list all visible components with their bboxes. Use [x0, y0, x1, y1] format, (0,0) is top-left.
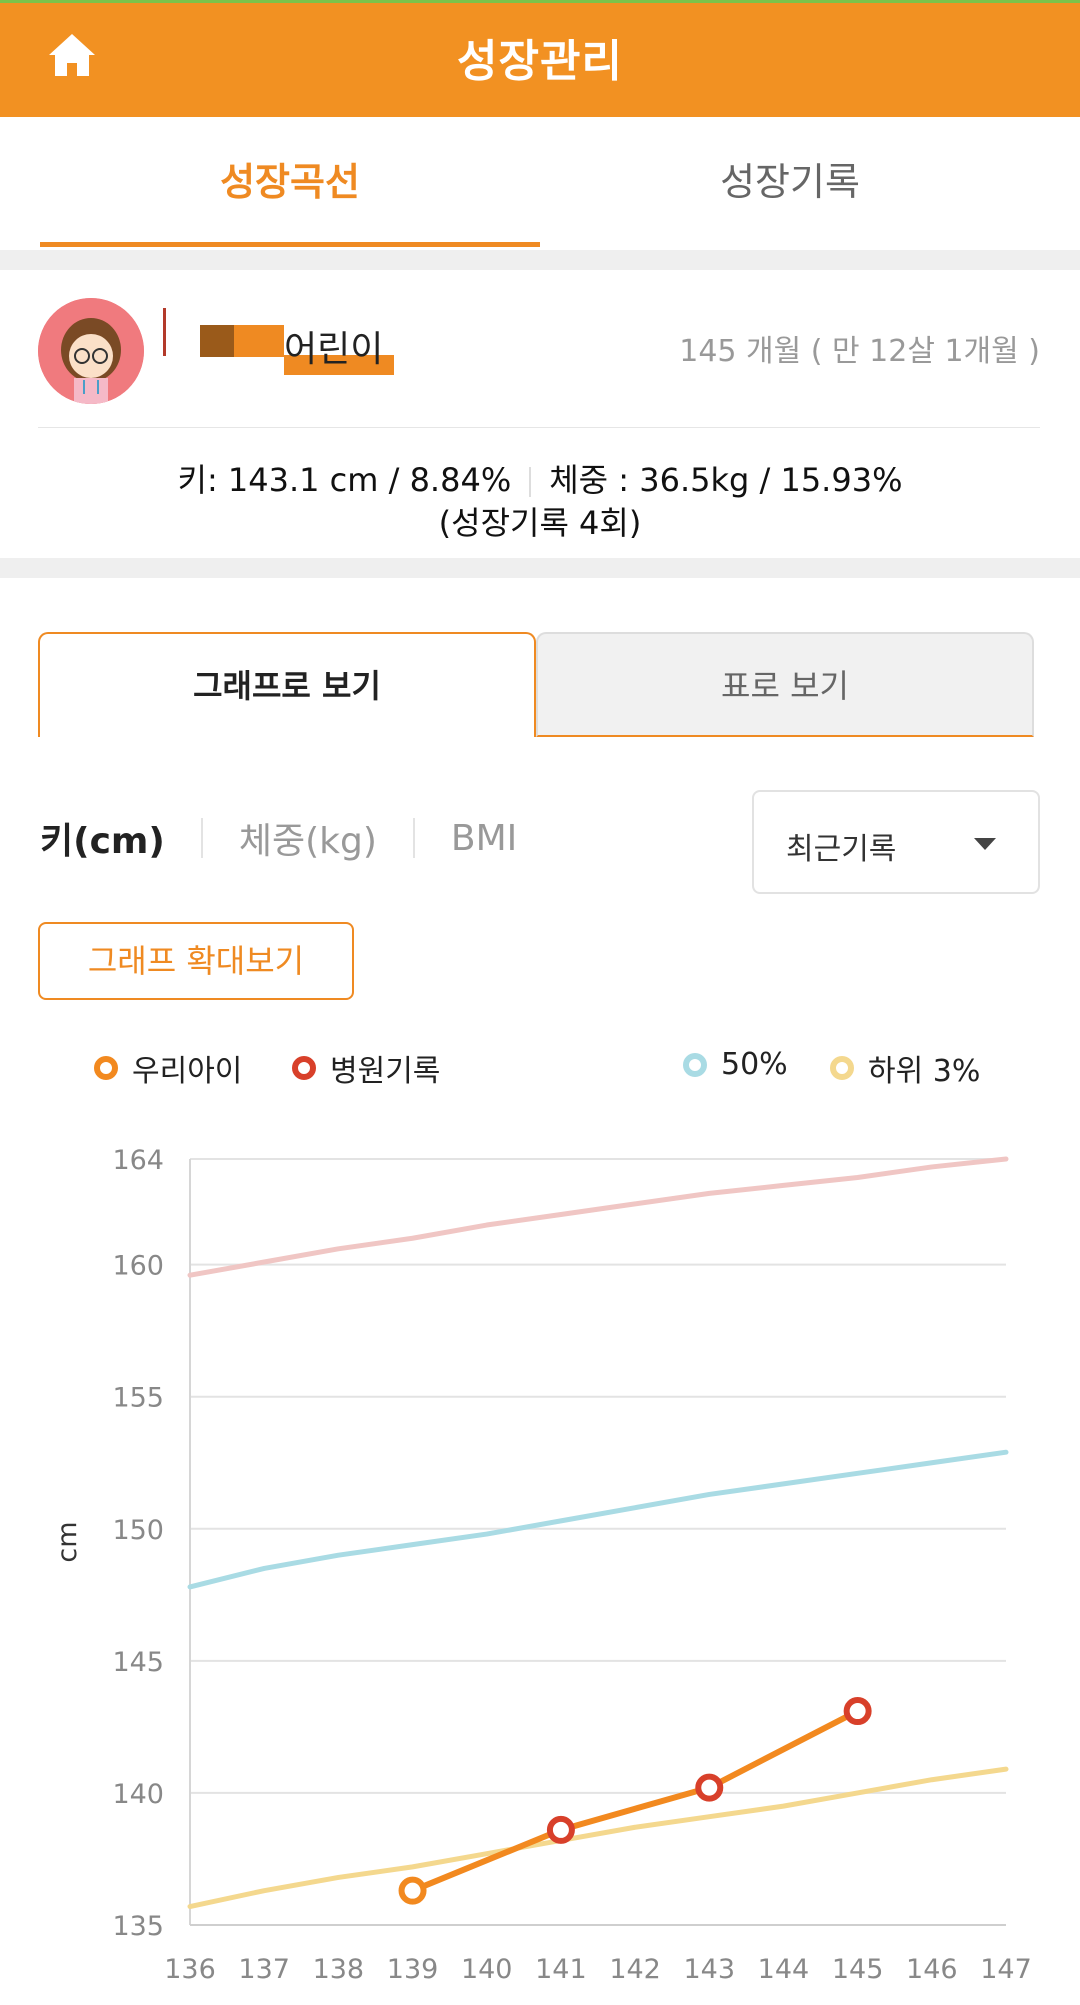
divider [38, 427, 1040, 428]
legend-dot-icon [830, 1056, 854, 1080]
metric-separator [200, 818, 203, 858]
x-tick-label: 138 [313, 1954, 365, 1985]
series-line [187, 1766, 1009, 1910]
page-title: 성장관리 [457, 36, 623, 87]
growth-stats: 키: 143.1 cm / 8.84% 체중 : 36.5kg / 15.93% [0, 455, 1080, 501]
x-tick-label: 147 [980, 1954, 1032, 1985]
chevron-down-icon [974, 838, 996, 850]
legend-dot-icon [292, 1056, 316, 1080]
legend-label: 하위 3% [868, 1054, 981, 1089]
y-tick-label: 140 [112, 1779, 164, 1810]
hospital-record-point [546, 1815, 575, 1844]
series-line [187, 1156, 1009, 1278]
y-tick-label: 160 [112, 1251, 164, 1282]
metric-tabs: 키(cm) 체중(kg) BMI [40, 812, 517, 872]
x-tick-label: 140 [461, 1954, 513, 1985]
tab-table-view[interactable]: 표로 보기 [536, 632, 1034, 737]
legend-dot-icon [94, 1056, 118, 1080]
stat-separator [529, 467, 532, 497]
redaction-block [284, 355, 394, 375]
x-tick-label: 146 [906, 1954, 958, 1985]
metric-separator [412, 818, 415, 858]
period-select-value: 최근기록 [786, 832, 897, 867]
legend-dot-icon [683, 1052, 707, 1077]
x-tick-label: 145 [832, 1954, 884, 1985]
avatar [38, 298, 144, 404]
x-tick-label: 144 [758, 1954, 810, 1985]
series-line [187, 1449, 1009, 1590]
tab-growth-curve[interactable]: 성장곡선 [40, 117, 540, 247]
section-divider [0, 558, 1080, 578]
redaction-block [234, 325, 284, 357]
weight-stat: 체중 : 36.5kg / 15.93% [549, 461, 903, 499]
y-tick-label: 164 [112, 1145, 164, 1176]
tab-graph-view[interactable]: 그래프로 보기 [38, 632, 536, 737]
legend-item: 50% [683, 1046, 788, 1086]
period-select[interactable]: 최근기록 [752, 790, 1040, 894]
x-tick-label: 139 [387, 1954, 439, 1985]
record-count: (성장기록 4회) [438, 504, 642, 542]
tab-growth-record[interactable]: 성장기록 [720, 160, 860, 204]
legend-item: 병원기록 [292, 1046, 441, 1089]
x-tick-label: 141 [535, 1954, 587, 1985]
metric-weight[interactable]: 체중(kg) [238, 821, 377, 862]
legend-label: 50% [721, 1047, 788, 1082]
y-axis-label: cm [52, 1521, 83, 1562]
app-header: 성장관리 [0, 0, 1080, 117]
growth-chart: 135 140 145 150 155 160 164 136 137 138 139 140 141 1… [0, 1110, 1080, 2005]
metric-bmi[interactable]: BMI [450, 817, 518, 859]
legend-label: 우리아이 [132, 1054, 243, 1089]
metric-height[interactable]: 키(cm) [40, 821, 165, 862]
x-tick-label: 143 [683, 1954, 735, 1985]
hospital-record-point [843, 1697, 872, 1726]
y-tick-label: 150 [112, 1515, 164, 1546]
growth-chart-svg: 135 140 145 150 155 160 164 136 137 138 139 140 141 1… [52, 1145, 1032, 1985]
height-stat: 키: 143.1 cm / 8.84% [177, 461, 512, 499]
legend-item: 하위 3% [830, 1046, 981, 1089]
x-tick-label: 142 [609, 1954, 661, 1985]
child-profile: 어린이 145 개월 ( 만 12살 1개월 ) 키: 143.1 cm / 8… [0, 270, 1080, 558]
home-icon[interactable] [46, 29, 98, 81]
zoom-graph-button[interactable]: 그래프 확대보기 [38, 922, 354, 1000]
redaction-block [200, 325, 234, 357]
hospital-record-point [695, 1773, 724, 1802]
section-divider [0, 250, 1080, 270]
view-tabs: 그래프로 보기 표로 보기 [38, 632, 1034, 737]
x-tick-label: 136 [164, 1954, 216, 1985]
legend-item: 우리아이 [94, 1046, 243, 1089]
x-tick-label: 137 [238, 1954, 290, 1985]
main-tabs: 성장곡선 성장기록 [0, 117, 1080, 247]
child-age: 145 개월 ( 만 12살 1개월 ) [679, 334, 1040, 369]
y-tick-label: 135 [112, 1911, 164, 1942]
y-tick-label: 145 [112, 1647, 164, 1678]
y-tick-label: 155 [112, 1383, 164, 1414]
legend-label: 병원기록 [330, 1054, 441, 1089]
data-point [398, 1876, 427, 1905]
series-line [409, 1708, 861, 1894]
redaction-mark [163, 308, 166, 356]
child-name: 어린이 [284, 329, 384, 370]
